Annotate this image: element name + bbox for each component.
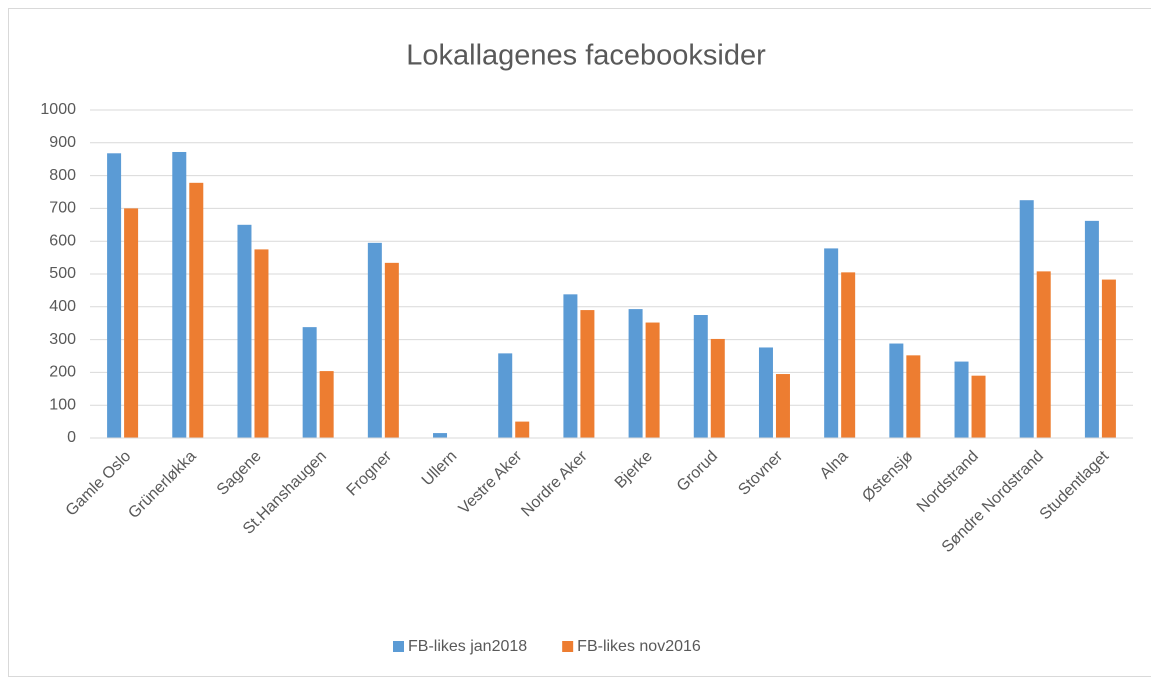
x-tick-label: Alna bbox=[817, 448, 852, 483]
bar bbox=[107, 153, 122, 438]
y-tick-label: 1000 bbox=[40, 101, 76, 118]
bar bbox=[302, 327, 317, 438]
bar bbox=[580, 310, 595, 438]
y-tick-label: 400 bbox=[49, 298, 76, 315]
bar bbox=[889, 343, 904, 438]
bar bbox=[710, 338, 725, 438]
x-tick-label: Nordre Aker bbox=[518, 447, 591, 520]
legend-label: FB-likes jan2018 bbox=[408, 638, 527, 655]
y-tick-label: 200 bbox=[49, 364, 76, 381]
bar bbox=[189, 182, 204, 438]
legend-swatch bbox=[393, 641, 404, 652]
bar bbox=[254, 249, 269, 438]
bar bbox=[124, 208, 139, 438]
bar bbox=[906, 355, 921, 438]
x-tick-label: Nordstrand bbox=[914, 448, 982, 516]
bar bbox=[515, 421, 530, 438]
bar bbox=[1101, 279, 1116, 438]
bar bbox=[498, 353, 513, 438]
x-tick-label: Sagene bbox=[214, 448, 265, 499]
bar bbox=[693, 315, 708, 438]
bar bbox=[237, 224, 252, 438]
y-tick-label: 600 bbox=[49, 232, 76, 249]
bar bbox=[1036, 271, 1051, 438]
y-tick-label: 300 bbox=[49, 331, 76, 348]
chart-title: Lokallagenes facebooksider bbox=[406, 40, 766, 72]
bar bbox=[954, 361, 969, 438]
y-tick-label: 900 bbox=[49, 134, 76, 151]
y-tick-label: 0 bbox=[67, 429, 76, 446]
bar bbox=[433, 433, 448, 438]
x-tick-label: Bjerke bbox=[612, 448, 656, 492]
x-tick-label: Gamle Oslo bbox=[63, 448, 135, 520]
bar bbox=[1084, 220, 1099, 438]
bar bbox=[758, 347, 773, 438]
x-tick-label: Grorud bbox=[674, 448, 721, 495]
y-tick-label: 100 bbox=[49, 396, 76, 413]
x-tick-label: Studentlaget bbox=[1037, 447, 1113, 523]
bar bbox=[384, 262, 399, 438]
bar bbox=[775, 374, 790, 438]
bar bbox=[628, 309, 643, 438]
bar bbox=[824, 248, 839, 438]
x-tick-label: Ullern bbox=[419, 448, 461, 490]
x-tick-label: Grünerløkka bbox=[125, 448, 199, 522]
x-tick-label: Vestre Aker bbox=[456, 447, 526, 517]
x-tick-label: Frogner bbox=[344, 447, 396, 499]
x-tick-label: Stovner bbox=[735, 447, 786, 498]
legend-label: FB-likes nov2016 bbox=[577, 638, 701, 655]
bar bbox=[367, 242, 382, 438]
y-tick-label: 700 bbox=[49, 200, 76, 217]
legend-swatch bbox=[562, 641, 574, 652]
bar bbox=[563, 294, 578, 438]
bar bbox=[971, 375, 986, 438]
x-tick-label: Østensjø bbox=[859, 448, 916, 505]
bar bbox=[645, 322, 660, 438]
y-tick-label: 800 bbox=[49, 167, 76, 184]
y-tick-label: 500 bbox=[49, 265, 76, 282]
bar bbox=[1019, 200, 1034, 438]
bar bbox=[172, 151, 187, 438]
bar bbox=[841, 272, 856, 438]
bar bbox=[319, 371, 334, 438]
